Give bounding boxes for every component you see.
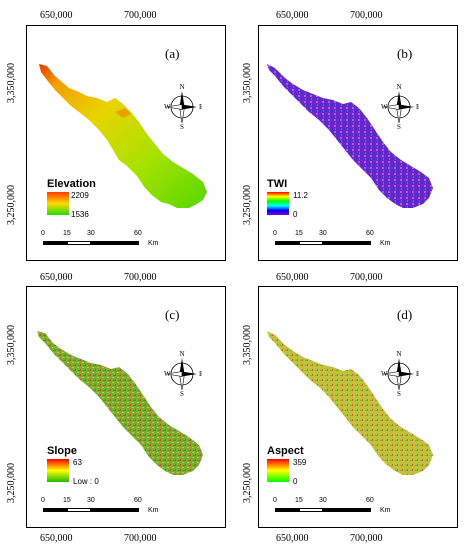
- x-tick-700000-top-a: 700,000: [124, 10, 157, 21]
- scale-tick-30: 30: [319, 230, 327, 237]
- north-arrow-icon: N W E S: [381, 83, 419, 130]
- aspect-map: [267, 331, 433, 475]
- y-tick-3250000-b: 3,250,000: [242, 185, 253, 225]
- legend-bar-d: [267, 459, 289, 482]
- x-tick-700000-bottom-c: 700,000: [124, 533, 157, 544]
- panel-label-d: (d): [397, 307, 413, 322]
- x-tick-650000-bottom-d: 650,000: [276, 533, 309, 544]
- compass-n: N: [179, 350, 184, 358]
- map-panel-d: (d) N W E S Aspect 359 0 0 15 30 60 Km: [258, 286, 458, 528]
- twi-map: [267, 64, 433, 208]
- compass-e: E: [416, 103, 419, 111]
- compass-s: S: [180, 390, 184, 397]
- map-panel-a: (a) N W E S Elevation 2209 1536 0 15 30 …: [26, 25, 226, 261]
- legend-bar-b: [267, 192, 289, 215]
- scale-tick-30: 30: [319, 497, 327, 504]
- north-arrow-icon: N W E S: [164, 83, 202, 130]
- lake-basin-shape: [37, 331, 203, 475]
- north-arrow-icon: N W E S: [381, 350, 419, 397]
- scale-unit: Km: [148, 507, 159, 514]
- compass-n: N: [179, 83, 184, 91]
- y-tick-3350000-d: 3,350,000: [242, 325, 253, 365]
- scale-bar-a: 0 15 30 60 Km: [40, 230, 175, 252]
- scale-tick-60: 60: [366, 497, 374, 504]
- scale-tick-15: 15: [63, 230, 71, 237]
- compass-e: E: [199, 370, 202, 378]
- map-panel-b: (b) N W E S TWI 11.2 0 0 15 30 60 Km: [258, 25, 458, 261]
- legend-min-b: 0: [293, 210, 298, 219]
- legend-title-b: TWI: [267, 178, 288, 190]
- legend-bar-a: [47, 192, 69, 215]
- map-feature: [115, 108, 131, 118]
- scale-tick-0: 0: [41, 497, 45, 504]
- legend-min-a: 1536: [71, 210, 89, 219]
- legend-title-d: Aspect: [267, 445, 304, 457]
- x-tick-700000-top-d: 700,000: [350, 272, 383, 283]
- panel-label-c: (c): [165, 307, 180, 322]
- x-tick-700000-bottom-d: 700,000: [350, 533, 383, 544]
- legend-bar-c: [47, 459, 69, 482]
- lake-basin-shape: [39, 64, 207, 208]
- scale-bar-d: 0 15 30 60 Km: [272, 497, 407, 519]
- lake-basin-shape: [267, 64, 433, 208]
- x-tick-650000-bottom-c: 650,000: [40, 533, 73, 544]
- compass-n: N: [396, 83, 401, 91]
- compass-s: S: [397, 390, 401, 397]
- x-tick-650000-top-a: 650,000: [40, 10, 73, 21]
- y-tick-3250000-d: 3,250,000: [242, 463, 253, 503]
- legend-max-c: 63: [73, 458, 82, 467]
- x-tick-700000-top-c: 700,000: [124, 272, 157, 283]
- scale-tick-60: 60: [134, 230, 142, 237]
- scale-tick-15: 15: [63, 497, 71, 504]
- y-tick-3250000-c: 3,250,000: [6, 463, 17, 503]
- scale-tick-15: 15: [295, 230, 303, 237]
- x-tick-700000-top-b: 700,000: [350, 10, 383, 21]
- compass-n: N: [396, 350, 401, 358]
- y-tick-3350000-a: 3,350,000: [6, 63, 17, 103]
- lake-basin-shape: [267, 331, 433, 475]
- scale-tick-60: 60: [366, 230, 374, 237]
- elevation-map: [39, 64, 207, 208]
- scale-unit: Km: [148, 240, 159, 247]
- scale-tick-0: 0: [273, 230, 277, 237]
- scale-tick-30: 30: [87, 497, 95, 504]
- panel-label-b: (b): [397, 46, 413, 61]
- y-tick-3350000-b: 3,350,000: [242, 63, 253, 103]
- x-tick-650000-top-b: 650,000: [276, 10, 309, 21]
- scale-tick-60: 60: [134, 497, 142, 504]
- slope-map: [37, 331, 203, 475]
- scale-tick-30: 30: [87, 230, 95, 237]
- compass-e: E: [416, 370, 419, 378]
- north-arrow-icon: N W E S: [164, 350, 202, 397]
- legend-max-b: 11.2: [293, 191, 308, 200]
- y-tick-3350000-c: 3,350,000: [6, 325, 17, 365]
- legend-min-d: 0: [293, 477, 298, 486]
- y-tick-3250000-a: 3,250,000: [6, 185, 17, 225]
- scale-tick-0: 0: [41, 230, 45, 237]
- scale-tick-0: 0: [273, 497, 277, 504]
- legend-title-c: Slope: [47, 445, 77, 457]
- legend-title-a: Elevation: [47, 178, 96, 190]
- scale-tick-15: 15: [295, 497, 303, 504]
- legend-min-c: Low : 0: [73, 477, 99, 486]
- x-tick-650000-top-d: 650,000: [276, 272, 309, 283]
- legend-max-a: 2209: [71, 191, 89, 200]
- scale-bar-c: 0 15 30 60 Km: [40, 497, 175, 519]
- compass-s: S: [397, 123, 401, 130]
- compass-s: S: [180, 123, 184, 130]
- x-tick-650000-top-c: 650,000: [40, 272, 73, 283]
- compass-e: E: [199, 103, 202, 111]
- panel-label-a: (a): [165, 46, 180, 61]
- scale-unit: Km: [380, 240, 391, 247]
- map-panel-c: (c) N W E S Slope 63 Low : 0 0 15 30 60 …: [26, 286, 226, 528]
- scale-unit: Km: [380, 507, 391, 514]
- scale-bar-b: 0 15 30 60 Km: [272, 230, 407, 252]
- legend-max-d: 359: [293, 458, 307, 467]
